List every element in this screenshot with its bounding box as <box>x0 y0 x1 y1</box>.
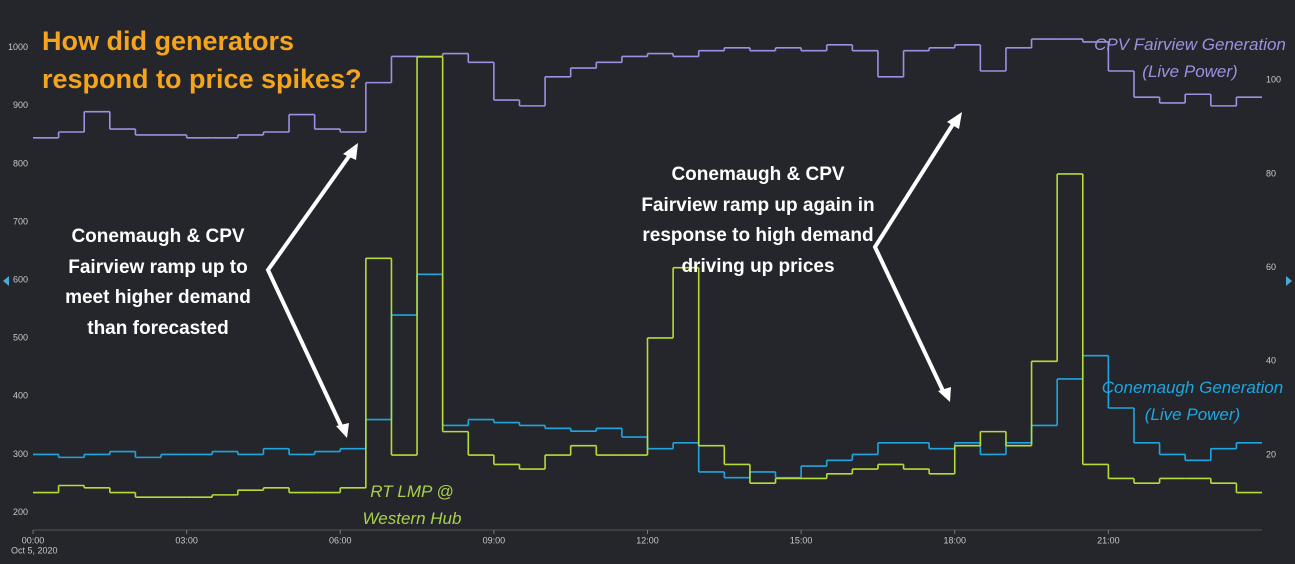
x-tick-label: 18:00 <box>943 535 966 545</box>
x-tick-label: 09:00 <box>483 535 506 545</box>
legend-label: RT LMP @ Western Hub <box>362 482 462 528</box>
scroll-left-icon[interactable] <box>3 276 9 286</box>
x-tick-label: 03:00 <box>175 535 198 545</box>
arrowheads <box>336 112 962 438</box>
y-tick-label: 800 <box>13 158 28 168</box>
y2-tick-label: 100 <box>1266 75 1281 85</box>
annotation: Conemaugh & CPV Fairview ramp up to meet… <box>65 226 251 339</box>
y-tick-label: 700 <box>13 216 28 226</box>
y2-tick-label: 80 <box>1266 168 1276 178</box>
arrows <box>265 119 957 429</box>
scroll-right-icon[interactable] <box>1286 276 1292 286</box>
x-tick-label: 12:00 <box>636 535 659 545</box>
plot: 200 300 400 500 600 700 800 900 1000 20 40 60 80 100 0… <box>8 38 1281 555</box>
legend-label: CPV Fairview Generation (Live Power) <box>1094 35 1286 81</box>
chart-title: How did generators respond to price spik… <box>42 26 362 94</box>
x-tick-label: 06:00 <box>329 535 352 545</box>
y-tick-label: 500 <box>13 333 28 343</box>
x-tick-label: 15:00 <box>790 535 813 545</box>
y-tick-label: 200 <box>13 507 28 517</box>
x-tick-label: 00:00 <box>22 535 45 545</box>
legend-label: Conemaugh Generation (Live Power) <box>1101 378 1284 424</box>
series <box>33 38 1262 139</box>
y2-tick-label: 40 <box>1266 356 1276 366</box>
date-label: Oct 5, 2020 <box>11 545 58 555</box>
annotation: Conemaugh & CPV Fairview ramp up again i… <box>641 164 875 277</box>
y2-tick-label: 60 <box>1266 262 1276 272</box>
y2-tick-label: 20 <box>1266 449 1276 459</box>
series <box>33 56 1262 499</box>
y-tick-label: 300 <box>13 449 28 459</box>
x-tick-label: 21:00 <box>1097 535 1120 545</box>
y-tick-label: 400 <box>13 391 28 401</box>
y-tick-label: 1000 <box>8 42 28 52</box>
y-tick-label: 600 <box>13 275 28 285</box>
y-tick-label: 900 <box>13 100 28 110</box>
